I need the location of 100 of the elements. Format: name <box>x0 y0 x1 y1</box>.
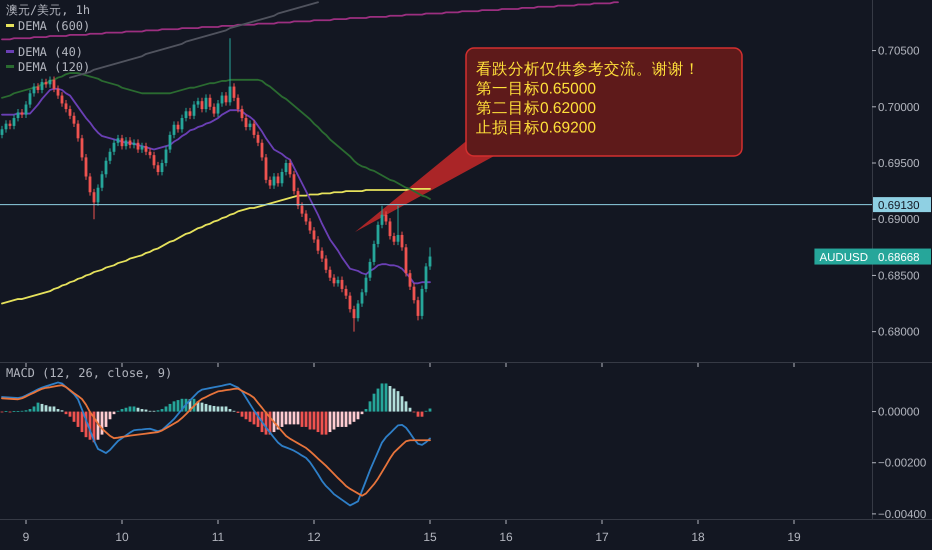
bar <box>164 406 168 412</box>
candlestick <box>36 82 40 94</box>
candlestick <box>172 120 176 139</box>
candlestick <box>128 136 132 149</box>
bar <box>124 408 128 412</box>
candlestick <box>412 282 416 304</box>
bar <box>168 404 172 412</box>
annotation: 看跌分析仅供参考交流。谢谢！ <box>476 60 700 78</box>
candlestick <box>236 94 240 113</box>
line-series <box>1 1 619 40</box>
bar <box>296 412 300 424</box>
bar <box>288 412 292 424</box>
y-tick-label: 0.69000 <box>878 214 920 226</box>
candlestick <box>92 188 96 220</box>
chart-title: 澳元/美元, 1h <box>6 3 90 17</box>
candlestick <box>56 84 60 100</box>
y-tick-label: 0.68500 <box>878 270 920 282</box>
candlestick <box>244 114 248 131</box>
annotation: 第二目标0.62000 <box>476 100 596 117</box>
candlestick <box>212 102 216 118</box>
bar <box>388 386 392 412</box>
annotation: AUDUSD <box>819 252 868 264</box>
candlestick <box>364 274 368 296</box>
candlestick <box>424 262 428 293</box>
bar <box>200 402 204 412</box>
candlestick <box>68 105 72 120</box>
candlestick <box>96 184 100 206</box>
candlestick <box>12 114 16 130</box>
candlestick <box>208 94 212 111</box>
candlestick <box>76 120 80 142</box>
candlestick <box>48 76 52 88</box>
candlestick <box>72 112 76 128</box>
candlestick <box>192 100 196 120</box>
candlestick <box>296 187 300 210</box>
bar <box>52 406 56 412</box>
candlestick <box>168 131 172 154</box>
candlestick <box>144 142 148 156</box>
candlestick <box>80 134 84 162</box>
x-tick-label: 18 <box>691 530 705 544</box>
candlestick <box>32 82 36 98</box>
y-tick-label: 0.69500 <box>878 158 920 170</box>
candlestick <box>120 134 124 150</box>
bar <box>332 412 336 430</box>
bar <box>252 412 256 424</box>
bar <box>216 406 220 412</box>
bar <box>220 406 224 412</box>
y-tick-label: −0.00200 <box>878 458 926 470</box>
bar <box>328 412 332 432</box>
candlestick <box>232 82 236 102</box>
candlestick <box>116 134 120 147</box>
candlestick <box>160 159 164 176</box>
candlestick <box>380 205 384 229</box>
candlestick <box>220 92 224 108</box>
bar <box>420 412 424 417</box>
candlestick <box>100 170 104 192</box>
candlestick <box>428 246 432 270</box>
candlestick <box>124 136 128 150</box>
bar <box>320 412 324 435</box>
candlestick <box>248 120 252 131</box>
candlestick <box>156 161 160 176</box>
candlestick <box>112 138 116 156</box>
bar <box>348 412 352 424</box>
candlestick <box>360 288 364 308</box>
bar <box>176 400 180 412</box>
bar <box>208 405 212 412</box>
candlestick <box>300 202 304 218</box>
bar <box>64 412 68 414</box>
candlestick <box>352 305 356 332</box>
bar <box>228 409 232 412</box>
bar <box>212 406 216 412</box>
candlestick <box>308 218 312 234</box>
candlestick <box>216 100 220 118</box>
bar <box>384 383 388 412</box>
legend-label: DEMA (120) <box>18 60 90 74</box>
candlestick <box>228 38 232 106</box>
candlestick <box>328 266 332 282</box>
bar <box>172 401 176 412</box>
candlestick <box>320 246 324 262</box>
text: 0.68668 <box>878 252 920 264</box>
candlestick <box>312 226 316 244</box>
candlestick <box>0 125 4 139</box>
candlestick <box>284 159 288 176</box>
candlestick <box>104 156 108 178</box>
candlestick <box>400 231 404 252</box>
bar <box>304 412 308 427</box>
x-tick-label: 17 <box>595 530 609 544</box>
y-tick-label: 0.70500 <box>878 46 920 58</box>
candlestick <box>88 172 92 196</box>
candlestick <box>288 159 292 178</box>
candlestick <box>280 168 284 188</box>
candlestick <box>176 120 180 134</box>
candlestick <box>136 138 140 154</box>
bar <box>120 409 124 412</box>
bar <box>340 412 344 427</box>
ref-line-label: 0.69130 <box>878 200 920 212</box>
candlestick <box>348 292 352 314</box>
bar <box>396 391 400 412</box>
candlestick <box>240 105 244 122</box>
legend-label: DEMA (40) <box>18 45 84 59</box>
candlestick <box>252 120 256 139</box>
